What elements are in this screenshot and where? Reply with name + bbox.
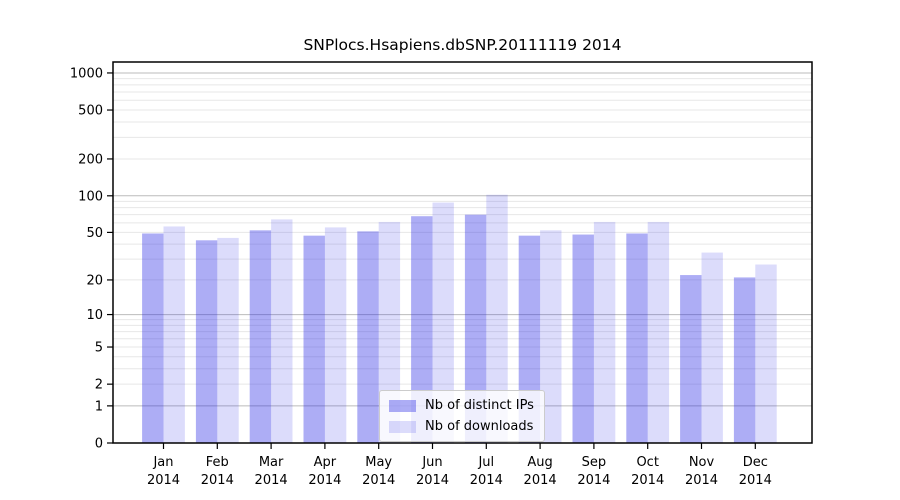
bar-nov-downloads bbox=[701, 252, 723, 443]
y-tick-label-0: 0 bbox=[95, 437, 103, 452]
x-tick-year-nov: 2014 bbox=[685, 473, 718, 488]
chart-title: SNPlocs.Hsapiens.dbSNP.20111119 2014 bbox=[303, 36, 622, 54]
y-axis: 0 1 2 5 10 20 50 100 200 500 1000 bbox=[70, 66, 113, 452]
bar-jan-ips bbox=[142, 233, 164, 443]
x-tick-year-jan: 2014 bbox=[147, 473, 180, 488]
bar-jul-ips bbox=[464, 214, 487, 443]
bar-jul-downloads bbox=[486, 194, 508, 443]
bar-may-ips bbox=[357, 231, 379, 443]
x-tick-year-jul: 2014 bbox=[470, 473, 503, 488]
legend-swatch-downloads bbox=[389, 420, 416, 433]
legend-swatch-distinct-ips bbox=[389, 399, 416, 412]
y-tick-label-20: 20 bbox=[86, 273, 103, 288]
bar-jun-downloads bbox=[432, 202, 454, 443]
x-tick-year-oct: 2014 bbox=[631, 473, 664, 488]
x-axis: Jan 2014 Feb 2014 Mar 2014 Apr 2014 May 2014 Jun 20… bbox=[147, 443, 772, 488]
x-tick-month-feb: Feb bbox=[206, 455, 229, 470]
x-tick-month-jan: Jan bbox=[152, 455, 173, 470]
x-tick-year-aug: 2014 bbox=[524, 473, 557, 488]
bar-oct-downloads bbox=[647, 221, 670, 443]
x-tick-year-may: 2014 bbox=[362, 473, 395, 488]
y-tick-label-5: 5 bbox=[95, 341, 103, 356]
bar-aug-downloads bbox=[540, 230, 562, 443]
y-tick-label-10: 10 bbox=[86, 308, 103, 323]
x-tick-month-apr: Apr bbox=[314, 455, 337, 470]
x-tick-month-oct: Oct bbox=[636, 455, 658, 470]
y-tick-label-500: 500 bbox=[78, 104, 103, 119]
bar-sep-downloads bbox=[593, 221, 616, 443]
y-tick-label-2: 2 bbox=[95, 378, 103, 393]
legend-row-distinct-ips: Nb of distinct IPs bbox=[389, 398, 534, 413]
bar-apr-ips bbox=[303, 235, 325, 443]
bar-jun-ips bbox=[411, 216, 433, 443]
bar-oct-ips bbox=[626, 233, 648, 443]
x-tick-month-jul: Jul bbox=[477, 455, 494, 470]
x-tick-month-aug: Aug bbox=[527, 455, 552, 470]
bar-dec-downloads bbox=[755, 264, 777, 443]
bar-mar-downloads bbox=[271, 219, 293, 443]
bar-apr-downloads bbox=[324, 227, 347, 443]
legend-label-distinct-ips: Nb of distinct IPs bbox=[425, 398, 534, 413]
x-tick-month-may: May bbox=[365, 455, 392, 470]
bars-downloads bbox=[163, 194, 777, 443]
x-tick-month-mar: Mar bbox=[259, 455, 284, 470]
x-tick-year-apr: 2014 bbox=[308, 473, 341, 488]
bar-feb-downloads bbox=[217, 237, 239, 443]
bar-may-downloads bbox=[378, 221, 401, 443]
legend-label-downloads: Nb of downloads bbox=[425, 419, 534, 434]
y-tick-label-200: 200 bbox=[78, 152, 103, 167]
x-tick-month-sep: Sep bbox=[582, 455, 607, 470]
x-tick-year-dec: 2014 bbox=[739, 473, 772, 488]
plot-border bbox=[112, 61, 813, 444]
x-tick-year-sep: 2014 bbox=[577, 473, 610, 488]
y-tick-label-100: 100 bbox=[78, 189, 103, 204]
x-tick-month-dec: Dec bbox=[743, 455, 768, 470]
x-tick-year-jun: 2014 bbox=[416, 473, 449, 488]
legend-row-downloads: Nb of downloads bbox=[389, 419, 534, 434]
bar-feb-ips bbox=[195, 240, 218, 443]
bar-jan-downloads bbox=[163, 226, 185, 443]
x-tick-year-mar: 2014 bbox=[255, 473, 288, 488]
bar-mar-ips bbox=[249, 230, 272, 443]
y-tick-label-50: 50 bbox=[86, 226, 103, 241]
bars-distinct-ips bbox=[142, 214, 756, 443]
bar-sep-ips bbox=[572, 234, 594, 443]
y-tick-label-1: 1 bbox=[95, 399, 103, 414]
bar-dec-ips bbox=[733, 277, 756, 443]
x-tick-month-jun: Jun bbox=[421, 455, 442, 470]
legend: Nb of distinct IPs Nb of downloads bbox=[379, 390, 545, 442]
y-tick-label-1000: 1000 bbox=[70, 66, 103, 81]
x-tick-month-nov: Nov bbox=[689, 455, 715, 470]
x-tick-year-feb: 2014 bbox=[201, 473, 234, 488]
gridlines bbox=[113, 72, 812, 407]
bar-nov-ips bbox=[680, 275, 702, 443]
